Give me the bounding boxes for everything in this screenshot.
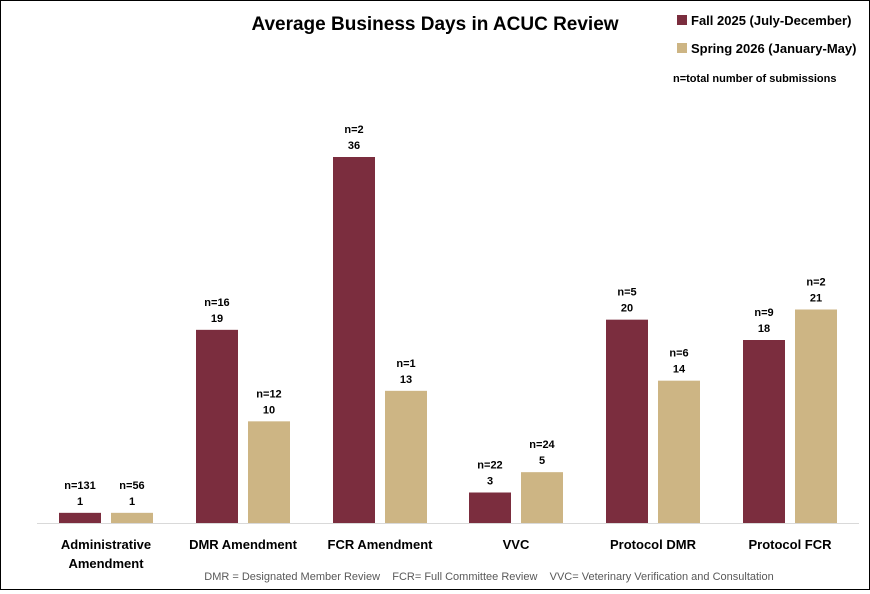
x-tick-label-5: Protocol FCR [748,537,832,552]
data-label-value-fall-1: 19 [211,313,223,325]
data-label-value-spring-5: 21 [810,293,822,305]
data-label-value-spring-0: 1 [129,496,135,508]
data-label-value-spring-3: 5 [539,455,545,467]
bar-fall-4 [606,319,648,523]
data-label-n-spring-5: n=2 [806,277,825,289]
data-label-n-fall-4: n=5 [617,287,636,299]
plot-area: 1 n=131 19 n=16 36 n=2 3 n=22 20 n=5 18 n=9 1 n=56 10 n… [37,124,859,571]
data-label-value-spring-4: 14 [673,364,686,376]
legend-note: n=total number of submissions [673,73,837,85]
bar-fall-5 [743,340,785,523]
x-tick-label-0: Administrative Amendment [61,537,151,571]
bar-fall-2 [333,157,375,523]
legend: Fall 2025 (July-December) Spring 2026 (J… [673,13,856,85]
legend-swatch-fall [677,15,687,25]
data-label-value-fall-3: 3 [487,476,493,488]
chart-footnote: DMR = Designated Member Review FCR= Full… [204,571,773,583]
legend-label-fall: Fall 2025 (July-December) [691,13,851,28]
data-label-value-fall-0: 1 [77,496,83,508]
x-tick-label-2: FCR Amendment [328,537,434,552]
bar-spring-5 [795,309,837,523]
data-label-n-spring-4: n=6 [669,348,688,360]
bar-fall-0 [59,512,101,523]
chart-title: Average Business Days in ACUC Review [251,14,618,35]
data-label-n-fall-0: n=131 [64,480,96,492]
data-label-n-fall-2: n=2 [344,124,363,136]
data-label-value-spring-1: 10 [263,404,275,416]
x-tick-label-1: DMR Amendment [189,537,298,552]
data-label-n-spring-1: n=12 [256,388,281,400]
data-label-n-fall-1: n=16 [204,297,229,309]
bar-fall-1 [196,329,238,523]
data-label-value-fall-5: 18 [758,323,770,335]
data-label-n-spring-2: n=1 [396,358,415,370]
bar-fall-3 [469,492,511,523]
bar-spring-4 [658,380,700,523]
data-label-value-fall-4: 20 [621,303,633,315]
bar-spring-0 [111,512,153,523]
data-label-value-fall-2: 36 [348,140,360,152]
data-label-value-spring-2: 13 [400,374,412,386]
legend-swatch-spring [677,43,687,53]
bar-spring-2 [385,390,427,523]
data-label-n-spring-0: n=56 [119,480,144,492]
x-tick-label-3: VVC [503,537,530,552]
bar-spring-3 [521,472,563,523]
legend-label-spring: Spring 2026 (January-May) [691,41,856,56]
data-label-n-fall-5: n=9 [754,307,773,319]
bar-spring-1 [248,421,290,523]
data-label-n-spring-3: n=24 [529,439,555,451]
data-label-n-fall-3: n=22 [477,460,502,472]
x-tick-label-4: Protocol DMR [610,537,697,552]
